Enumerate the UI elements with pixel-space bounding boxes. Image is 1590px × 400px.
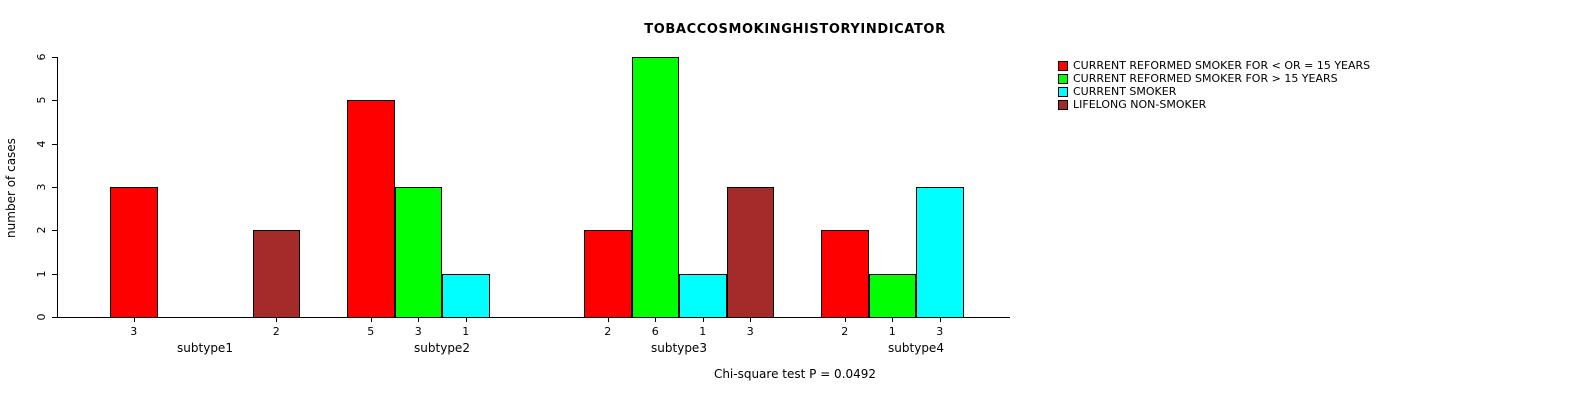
bar [442, 273, 490, 318]
legend-swatch [1058, 73, 1068, 84]
legend-item: CURRENT REFORMED SMOKER FOR > 15 YEARS [1058, 72, 1370, 85]
bar-count-label: 1 [888, 325, 896, 338]
legend-item-label: CURRENT REFORMED SMOKER FOR > 15 YEARS [1073, 72, 1338, 85]
x-axis-tick [844, 318, 846, 322]
y-axis-tick-label: 4 [35, 140, 48, 148]
bar-count-label: 2 [272, 325, 280, 338]
legend-item: CURRENT REFORMED SMOKER FOR < OR = 15 YE… [1058, 59, 1370, 72]
chart-title: TOBACCOSMOKINGHISTORYINDICATOR [644, 22, 946, 37]
x-category-label: subtype2 [414, 341, 470, 355]
x-axis-tick [133, 318, 135, 322]
bar [394, 187, 442, 318]
y-axis-tick [52, 143, 57, 145]
x-axis-tick [702, 318, 704, 322]
y-axis-line [57, 57, 58, 318]
x-axis-tick [418, 318, 420, 322]
bar [631, 57, 679, 318]
x-category-label: subtype3 [651, 341, 707, 355]
y-axis-tick [52, 273, 57, 275]
x-axis-tick [370, 318, 372, 322]
y-axis-tick [52, 230, 57, 232]
y-axis-tick-label: 3 [35, 183, 48, 191]
y-axis-tick [52, 100, 57, 102]
bar-count-label: 5 [367, 325, 375, 338]
x-category-label: subtype1 [177, 341, 233, 355]
y-axis-tick [52, 57, 57, 58]
chi-square-annotation: Chi-square test P = 0.0492 [713, 367, 877, 381]
legend-swatch [1058, 99, 1068, 110]
legend-item-label: CURRENT SMOKER [1073, 85, 1177, 98]
bar [726, 187, 774, 318]
legend-swatch [1058, 60, 1068, 71]
y-axis-tick-label: 1 [35, 270, 48, 278]
x-axis-tick [465, 318, 467, 322]
legend-item-label: CURRENT REFORMED SMOKER FOR < OR = 15 YE… [1073, 59, 1371, 72]
bar [916, 187, 964, 318]
y-axis-label: number of cases [4, 138, 18, 238]
x-axis-tick [607, 318, 609, 322]
y-axis-tick [52, 187, 57, 188]
bar-count-label: 3 [414, 325, 422, 338]
x-axis-tick [750, 318, 752, 322]
bar [347, 100, 395, 318]
bar-count-label: 3 [936, 325, 944, 338]
bar-count-label: 2 [604, 325, 612, 338]
legend-item: LIFELONG NON-SMOKER [1058, 98, 1370, 111]
bar [252, 230, 300, 318]
x-axis-tick [892, 318, 894, 322]
x-category-label: subtype4 [888, 341, 944, 355]
y-axis-tick-label: 5 [35, 96, 48, 104]
bar-count-label: 2 [841, 325, 849, 338]
x-axis-line [57, 317, 1010, 318]
bar [584, 230, 632, 318]
x-axis-tick [276, 318, 278, 322]
legend-item-label: LIFELONG NON-SMOKER [1073, 98, 1207, 111]
bar-count-label: 1 [462, 325, 470, 338]
x-axis-tick [655, 318, 657, 322]
bar [110, 187, 158, 318]
y-axis-tick [52, 317, 57, 318]
legend: CURRENT REFORMED SMOKER FOR < OR = 15 YE… [1058, 59, 1370, 111]
y-axis-tick-label: 0 [35, 313, 48, 321]
bar [821, 230, 869, 318]
bar-count-label: 3 [130, 325, 138, 338]
bar [679, 273, 727, 318]
bar-count-label: 3 [746, 325, 754, 338]
legend-item: CURRENT SMOKER [1058, 85, 1370, 98]
bar-count-label: 1 [699, 325, 707, 338]
bar [868, 273, 916, 318]
legend-swatch [1058, 86, 1068, 97]
y-axis-tick-label: 2 [35, 226, 48, 234]
bar-count-label: 6 [651, 325, 659, 338]
x-axis-tick [939, 318, 941, 322]
y-axis-tick-label: 6 [35, 53, 48, 61]
